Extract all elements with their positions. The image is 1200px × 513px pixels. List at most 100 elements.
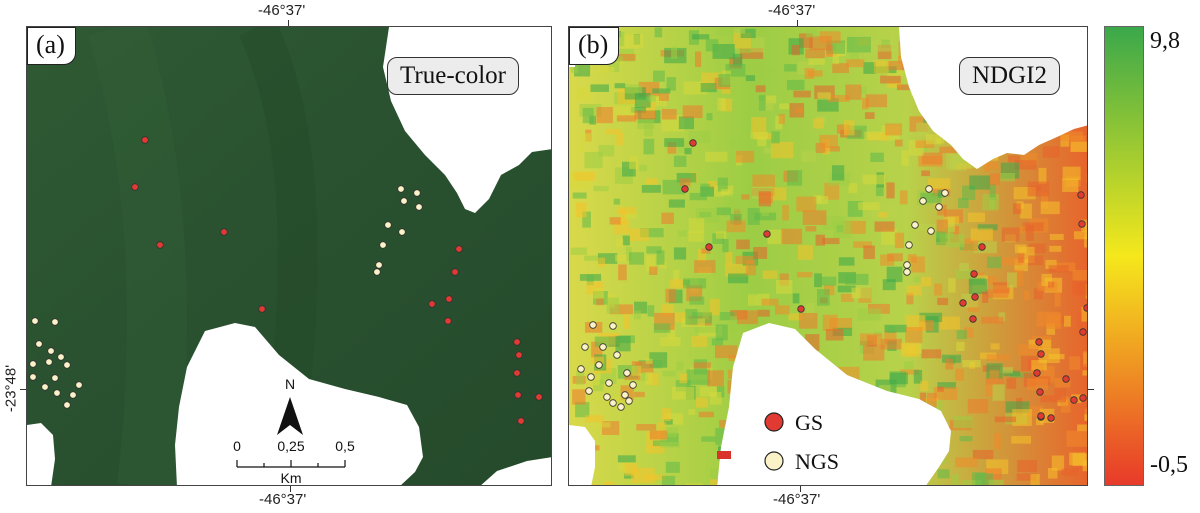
- ngs-point: [415, 203, 423, 211]
- cloud-mask-bottom-left: [27, 423, 55, 485]
- gs-point: [156, 241, 164, 249]
- tick-top-a: [288, 20, 289, 26]
- ngs-point: [617, 403, 625, 411]
- gs-point: [1035, 338, 1043, 346]
- ngs-point: [577, 365, 585, 373]
- gs-point: [1079, 328, 1087, 336]
- scale-tick-0: 0: [233, 438, 241, 454]
- ngs-point: [41, 383, 49, 391]
- legend-ngs-swatch: [764, 451, 784, 471]
- ngs-point: [605, 379, 613, 387]
- ndgi2-map: GS NGS: [569, 27, 1087, 485]
- gs-point: [515, 351, 523, 359]
- panel-title-true-color: True-color: [387, 57, 520, 95]
- ngs-point: [589, 321, 597, 329]
- ngs-point: [595, 361, 603, 369]
- north-arrow: N: [277, 376, 303, 435]
- ngs-point: [375, 261, 383, 269]
- gs-point: [1036, 388, 1044, 396]
- gs-point: [455, 245, 463, 253]
- ngs-point: [63, 361, 71, 369]
- gs-point: [514, 391, 522, 399]
- gs-point: [1033, 369, 1041, 377]
- gs-point: [131, 183, 139, 191]
- gs-point: [1070, 396, 1078, 404]
- scale-bar: 0 0,25 0,5 Km: [233, 438, 355, 486]
- ngs-point: [384, 221, 392, 229]
- gs-point: [517, 417, 525, 425]
- colorbar: [1104, 26, 1144, 486]
- lon-label-top-b: -46°37': [768, 2, 816, 19]
- ngs-point: [941, 189, 949, 197]
- gs-point: [1037, 350, 1045, 358]
- ngs-point: [29, 373, 37, 381]
- scale-unit: Km: [281, 470, 302, 486]
- ngs-point: [581, 343, 589, 351]
- ngs-point: [75, 381, 83, 389]
- gs-point: [1047, 414, 1055, 422]
- ngs-point: [623, 369, 631, 377]
- map-panel-ndgi2: GS NGS (b) NDGI2: [568, 26, 1088, 486]
- gs-point: [763, 230, 771, 238]
- ngs-point: [927, 227, 935, 235]
- ngs-point: [29, 360, 37, 368]
- ngs-point: [51, 318, 59, 326]
- ngs-point: [47, 347, 55, 355]
- ngs-point: [397, 185, 405, 193]
- sample-points-b: [577, 139, 1087, 422]
- panel-title-ndgi2: NDGI2: [959, 57, 1060, 95]
- tick-left-a: [20, 389, 26, 390]
- tick-top-b: [797, 20, 798, 26]
- ngs-point: [53, 389, 61, 397]
- ngs-point: [31, 317, 39, 325]
- gs-point: [797, 305, 805, 313]
- gs-point: [1078, 220, 1086, 228]
- ngs-point: [69, 391, 77, 399]
- scale-tick-05: 0,5: [335, 438, 355, 454]
- gs-point: [535, 393, 543, 401]
- ngs-point: [599, 343, 607, 351]
- gs-point: [220, 228, 228, 236]
- cloud-mask-bottom-center-b: [717, 323, 951, 485]
- lon-label-top-a: -46°37': [258, 2, 306, 19]
- lat-label-left: -23°48': [2, 364, 20, 413]
- panel-letter-a: (a): [27, 27, 76, 65]
- cloud-mask-bottom-center: [175, 323, 423, 485]
- gs-point: [513, 369, 521, 377]
- ngs-point: [903, 268, 911, 276]
- gs-point: [513, 338, 521, 346]
- gs-point: [141, 136, 149, 144]
- ngs-point: [603, 393, 611, 401]
- ngs-point: [613, 351, 621, 359]
- cloud-mask-bottom-right: [481, 457, 551, 485]
- true-color-map: N 0 0,25 0,5 Km: [27, 27, 551, 486]
- ngs-point: [63, 401, 71, 409]
- gs-point: [258, 305, 266, 313]
- ngs-point: [57, 353, 65, 361]
- panel-letter-b: (b): [569, 27, 620, 65]
- gs-point: [1077, 191, 1085, 199]
- north-label: N: [285, 376, 295, 392]
- tick-bottom-b: [800, 486, 801, 492]
- ngs-point: [398, 228, 406, 236]
- ngs-point: [609, 399, 617, 407]
- legend: GS NGS: [764, 410, 839, 474]
- ngs-point: [935, 203, 943, 211]
- colorbar-min-label: -0,5: [1150, 452, 1188, 478]
- ngs-point: [911, 221, 919, 229]
- gs-point: [969, 315, 977, 323]
- ngs-point: [45, 358, 53, 366]
- colorbar-max-label: 9,8: [1150, 28, 1180, 54]
- gs-point: [689, 139, 697, 147]
- tick-bottom-a: [290, 486, 291, 492]
- ngs-point: [35, 340, 43, 348]
- gs-point: [971, 293, 979, 301]
- north-arrow-icon: [277, 397, 303, 435]
- ngs-point: [609, 322, 617, 330]
- gs-point: [445, 295, 453, 303]
- ngs-point: [400, 197, 408, 205]
- ngs-point: [621, 391, 629, 399]
- gs-point: [1079, 394, 1087, 402]
- ngs-point: [587, 373, 595, 381]
- ngs-point: [629, 381, 637, 389]
